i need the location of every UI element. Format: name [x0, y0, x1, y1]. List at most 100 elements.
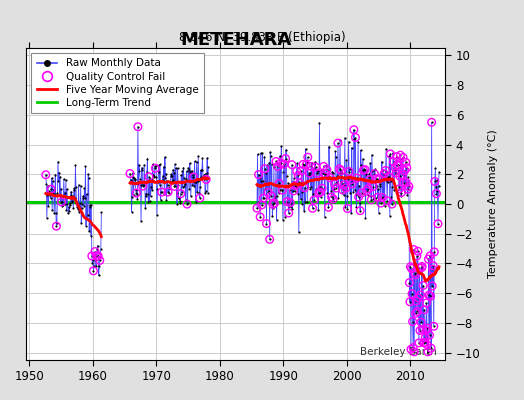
Point	[280, 161, 288, 168]
Point	[401, 159, 410, 166]
Point	[393, 162, 401, 168]
Point	[136, 176, 144, 182]
Point	[282, 173, 291, 180]
Point	[170, 183, 179, 190]
Point	[271, 193, 279, 200]
Point	[277, 160, 285, 166]
Point	[315, 190, 323, 196]
Point	[253, 205, 261, 211]
Point	[363, 168, 372, 174]
Point	[41, 172, 50, 178]
Point	[187, 193, 195, 200]
Point	[268, 161, 276, 167]
Point	[410, 269, 419, 276]
Point	[134, 181, 143, 187]
Point	[355, 200, 364, 207]
Point	[373, 183, 381, 190]
Point	[288, 162, 296, 168]
Point	[387, 178, 395, 184]
Point	[172, 164, 180, 171]
Point	[278, 187, 287, 193]
Point	[409, 344, 417, 351]
Point	[287, 200, 295, 206]
Point	[143, 155, 151, 162]
Point	[127, 176, 135, 183]
Point	[369, 184, 377, 190]
Point	[254, 171, 263, 178]
Point	[75, 209, 83, 215]
Point	[423, 341, 431, 348]
Point	[289, 188, 298, 194]
Point	[371, 166, 379, 172]
Point	[74, 206, 82, 212]
Point	[90, 263, 98, 270]
Point	[367, 196, 376, 203]
Point	[331, 181, 339, 187]
Point	[148, 161, 157, 168]
Point	[196, 184, 204, 190]
Point	[296, 181, 304, 188]
Point	[336, 178, 345, 185]
Point	[170, 183, 179, 190]
Point	[419, 326, 427, 333]
Point	[361, 166, 369, 173]
Point	[313, 170, 322, 176]
Point	[406, 299, 414, 305]
Point	[339, 187, 347, 193]
Point	[134, 124, 142, 130]
Point	[60, 192, 69, 199]
Point	[171, 183, 180, 190]
Point	[43, 182, 52, 189]
Point	[96, 253, 104, 259]
Point	[422, 300, 431, 306]
Point	[308, 205, 316, 212]
Point	[170, 170, 178, 176]
Point	[346, 190, 354, 196]
Point	[378, 158, 386, 165]
Point	[149, 172, 157, 178]
Point	[174, 195, 183, 202]
Point	[401, 188, 409, 195]
Point	[279, 217, 287, 223]
Point	[296, 180, 304, 186]
Point	[201, 188, 210, 194]
Point	[416, 327, 424, 334]
Point	[433, 176, 441, 183]
Point	[62, 207, 71, 213]
Point	[182, 176, 190, 182]
Point	[408, 318, 417, 325]
Point	[179, 184, 187, 190]
Point	[383, 178, 391, 184]
Point	[292, 184, 300, 190]
Point	[389, 158, 398, 165]
Point	[165, 190, 173, 196]
Point	[427, 345, 435, 352]
Point	[307, 163, 315, 170]
Point	[173, 201, 181, 207]
Point	[203, 189, 212, 196]
Point	[414, 340, 423, 346]
Point	[380, 202, 389, 209]
Point	[430, 323, 438, 330]
Point	[337, 167, 345, 174]
Point	[420, 306, 429, 313]
Point	[395, 186, 403, 192]
Point	[421, 339, 429, 346]
Point	[339, 181, 347, 187]
Point	[192, 178, 200, 185]
Point	[324, 173, 332, 180]
Point	[416, 327, 424, 334]
Point	[126, 170, 134, 177]
Point	[402, 164, 411, 171]
Point	[402, 164, 411, 171]
Point	[202, 176, 210, 183]
Point	[189, 174, 198, 180]
Point	[335, 166, 344, 172]
Point	[318, 185, 326, 192]
Point	[375, 176, 384, 182]
Point	[342, 185, 350, 191]
Point	[290, 175, 298, 182]
Point	[379, 194, 388, 200]
Point	[364, 186, 373, 192]
Point	[315, 120, 324, 126]
